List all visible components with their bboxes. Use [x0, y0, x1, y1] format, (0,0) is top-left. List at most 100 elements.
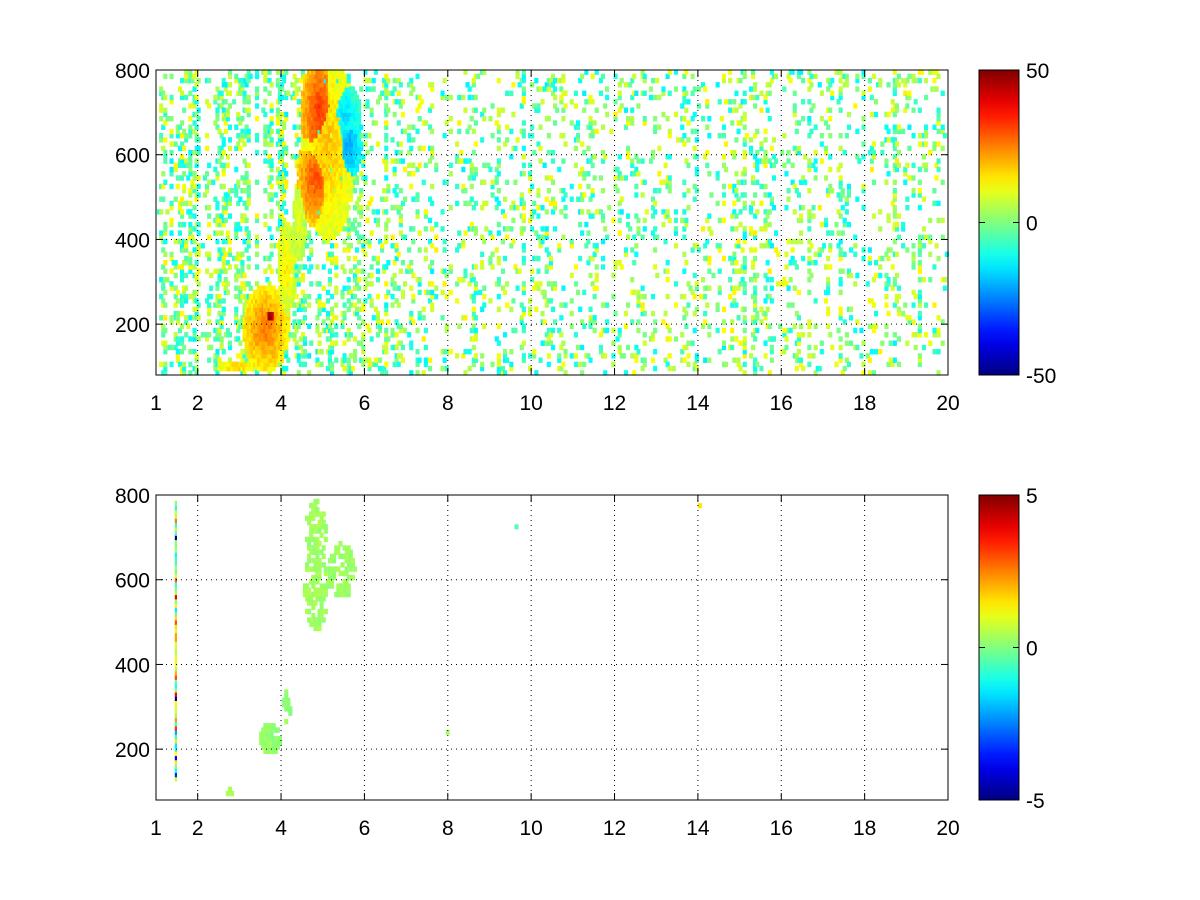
- heatmap-cell: [327, 73, 332, 80]
- heatmap-cell: [774, 73, 779, 80]
- heatmap-cell: [878, 272, 883, 279]
- heatmap-cell: [563, 353, 568, 359]
- heatmap-cell: [521, 226, 526, 232]
- heatmap-cell: [342, 183, 347, 190]
- heatmap-cell: [357, 298, 362, 304]
- heatmap-cell: [338, 188, 343, 194]
- heatmap-cell: [217, 268, 222, 274]
- heatmap-cell: [323, 209, 328, 215]
- heatmap-cell: [302, 162, 307, 168]
- heatmap-cell: [209, 272, 214, 279]
- heatmap-cell: [921, 141, 926, 147]
- heatmap-cell: [409, 171, 414, 177]
- heatmap-cell: [357, 340, 362, 346]
- heatmap-cell: [580, 196, 585, 202]
- heatmap-cell: [217, 298, 222, 304]
- heatmap-cell: [690, 128, 695, 135]
- heatmap-cell: [834, 221, 839, 228]
- heatmap-cell: [721, 162, 726, 168]
- heatmap-cell: [346, 171, 351, 177]
- heatmap-cell: [561, 90, 566, 96]
- heatmap-cell: [636, 158, 641, 164]
- heatmap-cell: [173, 310, 178, 317]
- heatmap-cell: [330, 90, 335, 96]
- heatmap-cell: [319, 171, 324, 177]
- heatmap-cell: [530, 277, 535, 283]
- heatmap-cell: [334, 145, 339, 152]
- heatmap-cell: [217, 149, 222, 156]
- heatmap-cell: [259, 353, 264, 359]
- heatmap-cell: [440, 315, 445, 321]
- heatmap-cell: [830, 188, 835, 194]
- heatmap-cell: [244, 162, 249, 168]
- heatmap-cell: [265, 327, 270, 334]
- heatmap-cell: [753, 272, 758, 279]
- heatmap-cell: [657, 145, 662, 152]
- heatmap-cell: [626, 302, 631, 308]
- heatmap-cell: [428, 82, 433, 88]
- heatmap-cell: [271, 285, 276, 291]
- heatmap-cell: [353, 171, 358, 177]
- heatmap-cell: [665, 175, 670, 181]
- heatmap-cell: [411, 171, 416, 177]
- heatmap-cell: [305, 128, 310, 135]
- heatmap-cell: [277, 323, 282, 329]
- heatmap-cell: [455, 200, 460, 207]
- heatmap-cell: [846, 183, 851, 190]
- heatmap-cell: [319, 90, 324, 96]
- heatmap-cell: [590, 188, 595, 194]
- heatmap-cell: [838, 133, 843, 139]
- heatmap-cell: [223, 285, 228, 291]
- heatmap-cell: [796, 336, 801, 342]
- heatmap-cell: [753, 213, 758, 219]
- heatmap-cell: [496, 158, 501, 164]
- heatmap-cell: [723, 166, 728, 173]
- heatmap-cell: [509, 154, 514, 160]
- heatmap-cell: [788, 277, 793, 283]
- heatmap-cell: [807, 361, 812, 368]
- heatmap-cell: [732, 99, 737, 105]
- heatmap-cell: [284, 340, 289, 346]
- heatmap-cell: [338, 154, 343, 160]
- heatmap-cell: [225, 200, 230, 207]
- heatmap-cell: [280, 230, 285, 236]
- heatmap-cell: [282, 353, 287, 359]
- heatmap-cell: [513, 327, 518, 334]
- heatmap-cell: [315, 357, 320, 363]
- heatmap-cell: [601, 264, 606, 270]
- heatmap-cell: [369, 264, 374, 270]
- heatmap-cell: [350, 107, 355, 113]
- heatmap-cell: [311, 192, 316, 198]
- heatmap-cell: [396, 120, 401, 126]
- heatmap-cell: [298, 302, 303, 308]
- heatmap-cell: [448, 116, 453, 122]
- heatmap-cell: [230, 365, 235, 372]
- heatmap-cell: [248, 319, 253, 325]
- heatmap-cell: [350, 90, 355, 96]
- heatmap-cell: [307, 183, 312, 190]
- heatmap-cell: [680, 217, 685, 224]
- heatmap-cell: [332, 145, 337, 152]
- heatmap-cell: [496, 221, 501, 228]
- heatmap-cell: [355, 268, 360, 274]
- heatmap-cell: [892, 281, 897, 287]
- heatmap-cell: [296, 323, 301, 329]
- heatmap-cell: [548, 332, 553, 338]
- heatmap-cell: [932, 264, 937, 270]
- heatmap-cell: [369, 302, 374, 308]
- heatmap-cell: [192, 272, 197, 279]
- heatmap-cell: [415, 361, 420, 368]
- heatmap-cell: [369, 298, 374, 304]
- heatmap-cell: [280, 188, 285, 194]
- heatmap-cell: [373, 306, 378, 312]
- heatmap-cell: [721, 133, 726, 139]
- heatmap-cell: [180, 221, 185, 228]
- heatmap-cell: [296, 205, 301, 211]
- heatmap-cell: [294, 86, 299, 92]
- heatmap-cell: [332, 73, 337, 80]
- heatmap-cell: [811, 213, 816, 219]
- heatmap-cell: [917, 238, 922, 245]
- heatmap-cell: [813, 175, 818, 181]
- heatmap-cell: [578, 221, 583, 228]
- heatmap-cell: [267, 293, 272, 300]
